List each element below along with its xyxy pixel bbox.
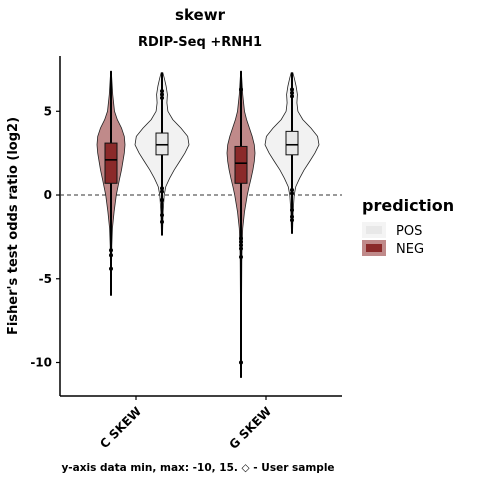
plot-area: 5 0 -5 -10 C SKEW G SKEW (30, 56, 342, 452)
outlier-point (160, 213, 164, 218)
box-neg (104, 142, 118, 184)
chart-caption: y-axis data min, max: -10, 15. ◇ - User … (61, 462, 334, 474)
outlier-point (290, 187, 294, 192)
y-tick-label: 0 (44, 188, 52, 202)
outlier-point (290, 191, 294, 196)
outlier-point (109, 248, 113, 253)
outlier-point (239, 236, 243, 241)
legend-label: NEG (396, 242, 424, 257)
outlier-point (290, 87, 294, 92)
outlier-point (160, 198, 164, 203)
y-axis-label: Fisher's test odds ratio (log2) (6, 117, 21, 335)
outlier-point (290, 94, 294, 99)
outlier-point (239, 360, 243, 365)
outlier-point (160, 186, 164, 191)
outlier-point (160, 92, 164, 97)
outlier-point (160, 89, 164, 94)
outlier-point (239, 239, 243, 244)
y-tick-label: -10 (30, 356, 52, 370)
outlier-point (239, 254, 243, 259)
chart-subtitle: RDIP-Seq +RNH1 (138, 35, 262, 50)
legend-key-swatch (366, 244, 382, 252)
legend: POS NEG (362, 222, 424, 257)
y-tick-label: 5 (44, 104, 52, 118)
outlier-point (160, 219, 164, 224)
legend-key-swatch (366, 226, 382, 234)
outlier-point (239, 243, 243, 248)
outlier-point (160, 95, 164, 100)
outlier-point (290, 214, 294, 219)
outlier-point (290, 90, 294, 95)
box-pos (285, 130, 299, 156)
outlier-point (239, 246, 243, 251)
outlier-point (290, 208, 294, 213)
outlier-point (109, 266, 113, 271)
box-neg (234, 145, 248, 184)
legend-label: POS (396, 224, 422, 239)
legend-title: prediction (362, 196, 454, 215)
y-tick-label: -5 (39, 272, 52, 286)
x-tick-label: G SKEW (226, 404, 274, 452)
box-pos (155, 132, 169, 156)
outlier-point (109, 253, 113, 258)
x-tick-label: C SKEW (97, 404, 144, 451)
outlier-point (239, 87, 243, 92)
chart-title: skewr (175, 6, 226, 24)
outlier-point (290, 218, 294, 223)
outlier-point (160, 189, 164, 194)
